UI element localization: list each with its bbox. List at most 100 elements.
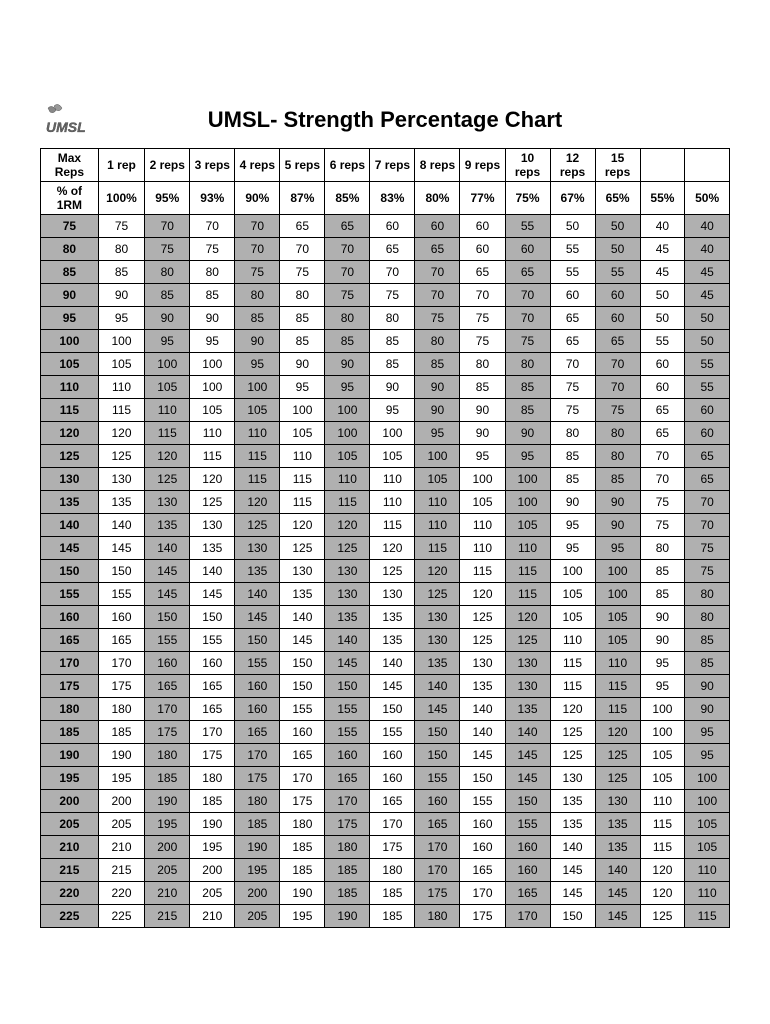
table-row: 2152152052001951851851801701651601451401… [41,859,730,882]
table-row: 1401401351301251201201151101101059590757… [41,514,730,537]
cell: 115 [280,468,325,491]
page-header: UMSL UMSL- Strength Percentage Chart [40,100,730,140]
cell: 80 [98,238,144,261]
cell: 135 [460,675,505,698]
cell: 95 [685,721,730,744]
cell: 70 [595,353,640,376]
cell: 65 [640,399,685,422]
cell: 115 [640,836,685,859]
cell: 140 [460,721,505,744]
cell: 100 [325,399,370,422]
svg-text:UMSL: UMSL [46,119,86,135]
cell: 165 [325,767,370,790]
table-row: 1351351301251201151151101101051009090757… [41,491,730,514]
cell: 165 [98,629,144,652]
cell: 195 [98,767,144,790]
cell: 125 [325,537,370,560]
header-reps-col: 3 reps [190,149,235,182]
cell: 60 [505,238,550,261]
table-row: 959590908585808075757065605050 [41,307,730,330]
header-reps-col: 1 rep [98,149,144,182]
cell: 170 [190,721,235,744]
cell: 100 [280,399,325,422]
cell: 55 [595,261,640,284]
cell: 130 [415,629,460,652]
cell: 125 [550,721,595,744]
cell: 110 [550,629,595,652]
cell: 200 [190,859,235,882]
cell: 90 [460,422,505,445]
cell: 120 [415,560,460,583]
cell: 180 [98,698,144,721]
cell: 160 [415,790,460,813]
cell: 160 [98,606,144,629]
cell: 175 [145,721,190,744]
cell: 90 [415,376,460,399]
cell: 65 [280,215,325,238]
cell: 170 [325,790,370,813]
cell: 85 [280,330,325,353]
cell: 160 [460,813,505,836]
cell: 55 [550,261,595,284]
cell: 180 [370,859,415,882]
cell: 75 [280,261,325,284]
cell: 85 [685,652,730,675]
cell: 105 [190,399,235,422]
cell: 145 [550,882,595,905]
cell: 115 [235,468,280,491]
cell: 160 [460,836,505,859]
cell: 145 [325,652,370,675]
cell: 125 [145,468,190,491]
cell: 70 [325,238,370,261]
cell: 70 [190,215,235,238]
cell: 155 [280,698,325,721]
cell: 175 [190,744,235,767]
cell: 195 [190,836,235,859]
cell: 120 [190,468,235,491]
cell: 150 [460,767,505,790]
cell: 150 [280,675,325,698]
cell: 95 [415,422,460,445]
cell: 90 [640,629,685,652]
cell: 185 [145,767,190,790]
cell: 125 [460,629,505,652]
cell: 110 [640,790,685,813]
cell: 55 [550,238,595,261]
row-weight: 80 [41,238,99,261]
table-row: 2252252152102051951901851801751701501451… [41,905,730,928]
cell: 175 [98,675,144,698]
cell: 115 [640,813,685,836]
cell: 65 [640,422,685,445]
cell: 95 [190,330,235,353]
header-reps-col: 4 reps [235,149,280,182]
cell: 75 [595,399,640,422]
cell: 75 [550,376,595,399]
cell: 150 [98,560,144,583]
cell: 190 [145,790,190,813]
row-weight: 145 [41,537,99,560]
cell: 90 [325,353,370,376]
cell: 135 [280,583,325,606]
cell: 155 [145,629,190,652]
cell: 130 [98,468,144,491]
cell: 215 [145,905,190,928]
cell: 80 [505,353,550,376]
cell: 100 [415,445,460,468]
cell: 110 [415,491,460,514]
cell: 140 [190,560,235,583]
cell: 105 [595,606,640,629]
cell: 100 [370,422,415,445]
cell: 185 [280,859,325,882]
cell: 175 [325,813,370,836]
cell: 110 [190,422,235,445]
cell: 170 [145,698,190,721]
row-weight: 85 [41,261,99,284]
cell: 110 [460,537,505,560]
cell: 120 [145,445,190,468]
cell: 120 [235,491,280,514]
cell: 75 [685,537,730,560]
cell: 110 [280,445,325,468]
cell: 90 [280,353,325,376]
cell: 85 [325,330,370,353]
cell: 100 [640,698,685,721]
